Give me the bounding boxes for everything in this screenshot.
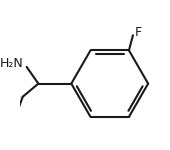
Text: H₂N: H₂N (0, 57, 23, 69)
Text: F: F (134, 26, 142, 39)
